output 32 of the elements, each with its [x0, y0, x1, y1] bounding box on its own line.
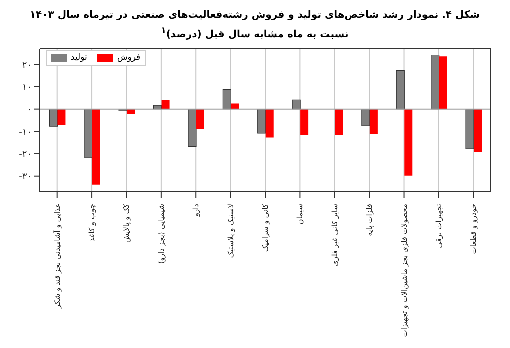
y-tick-label: ۲۰ — [22, 61, 32, 72]
bar — [370, 110, 378, 134]
bar — [92, 110, 100, 186]
bar — [222, 90, 232, 110]
bar — [362, 109, 370, 127]
chart-subtitle: نسبت به ماه مشابه سال قبل (درصد)$^{۱}$ — [160, 24, 350, 42]
y-tick-label: -۳۰ — [19, 172, 32, 183]
bar — [292, 100, 301, 110]
bar — [335, 110, 344, 136]
bar — [231, 104, 240, 110]
bar — [300, 110, 309, 136]
bar — [84, 109, 93, 158]
bar — [466, 109, 474, 150]
bar — [396, 70, 405, 110]
bar — [258, 109, 266, 134]
bar — [58, 110, 66, 126]
y-tick-label: ۱۰ — [22, 84, 32, 94]
bar — [188, 109, 197, 148]
y-tick-label: ۰ — [27, 106, 32, 116]
bar — [162, 100, 170, 110]
bar — [439, 56, 448, 110]
bar — [431, 55, 440, 110]
bar — [404, 110, 413, 176]
bar — [49, 109, 58, 128]
bar — [266, 110, 274, 138]
chart-title: شکل ۴. نمودار رشد شاخص‌های تولید و فروش رشته‌فعالیت‌های صنعتی در تیرماه سال ۱۴۰۳ — [28, 9, 482, 23]
legend-label: تولید — [71, 52, 88, 64]
bar — [196, 110, 204, 130]
bar — [474, 110, 482, 152]
y-tick-label: -۱۰ — [19, 128, 32, 138]
legend-label: فروش — [117, 52, 141, 64]
y-tick-label: -۲۰ — [19, 150, 32, 161]
